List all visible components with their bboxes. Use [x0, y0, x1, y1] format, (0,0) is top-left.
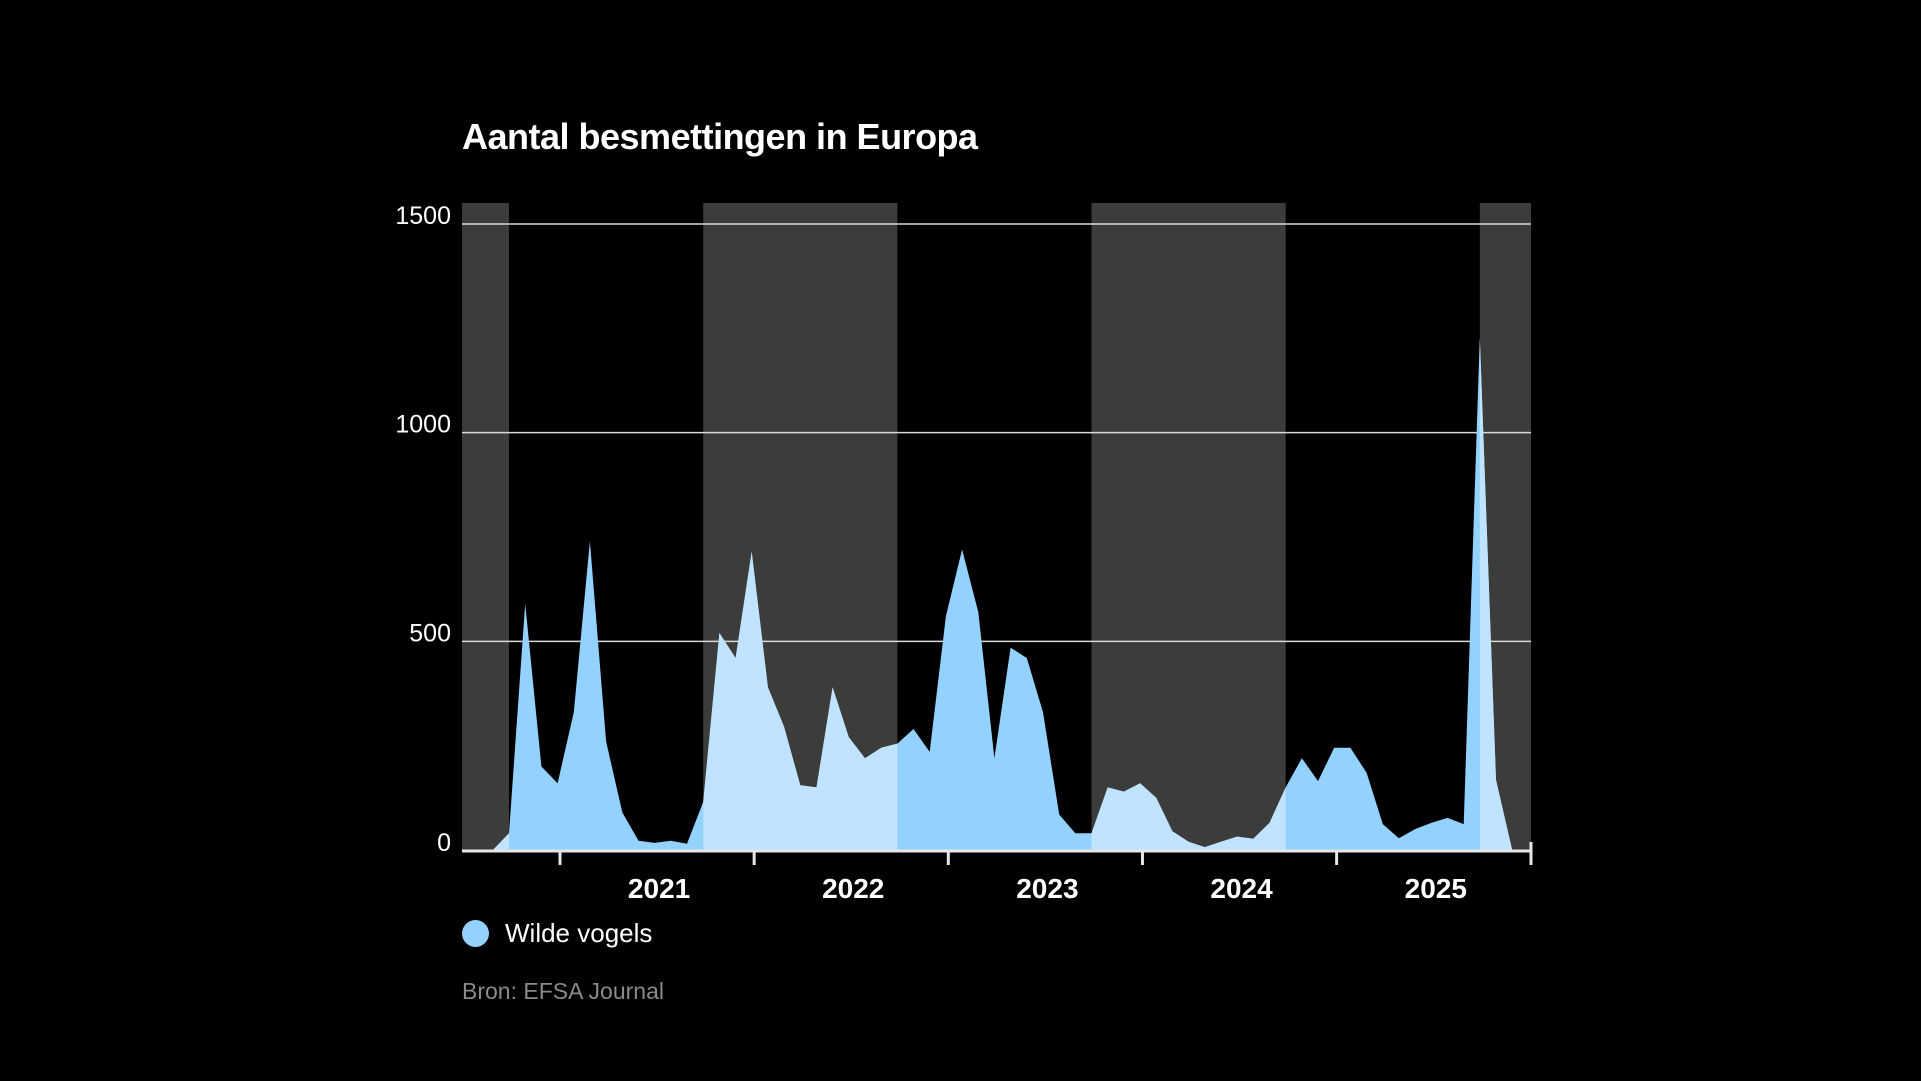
x-tick-label: 2023	[1016, 873, 1078, 904]
chart-title: Aantal besmettingen in Europa	[462, 116, 978, 157]
x-tick-label: 2021	[628, 873, 690, 904]
y-tick-label: 500	[409, 619, 451, 647]
x-axis-labels: 2021 2022 2023 2024 2025	[628, 873, 1467, 904]
area-series-wilde-vogels	[492, 337, 1513, 850]
x-axis	[462, 842, 1533, 865]
legend-swatch-circle	[462, 920, 489, 947]
y-axis-labels: 0 500 1000 1500	[395, 202, 451, 857]
y-tick-label: 1500	[395, 202, 451, 230]
legend: Wilde vogels	[462, 918, 652, 949]
season-band	[462, 203, 510, 850]
season-bands	[462, 203, 1531, 850]
source-note: Bron: EFSA Journal	[462, 978, 664, 1004]
gridlines	[462, 223, 1531, 643]
area-series-wilde-vogels-in-season	[492, 337, 1513, 850]
season-band	[1091, 203, 1286, 850]
legend-label: Wilde vogels	[505, 918, 653, 948]
y-tick-label: 1000	[395, 411, 451, 439]
area-fill	[492, 337, 1513, 850]
x-tick-label: 2025	[1405, 873, 1467, 904]
x-tick-label: 2022	[822, 873, 884, 904]
y-tick-label: 0	[437, 829, 451, 857]
area-fill-in-season	[492, 337, 1513, 850]
x-tick-label: 2024	[1210, 873, 1273, 904]
